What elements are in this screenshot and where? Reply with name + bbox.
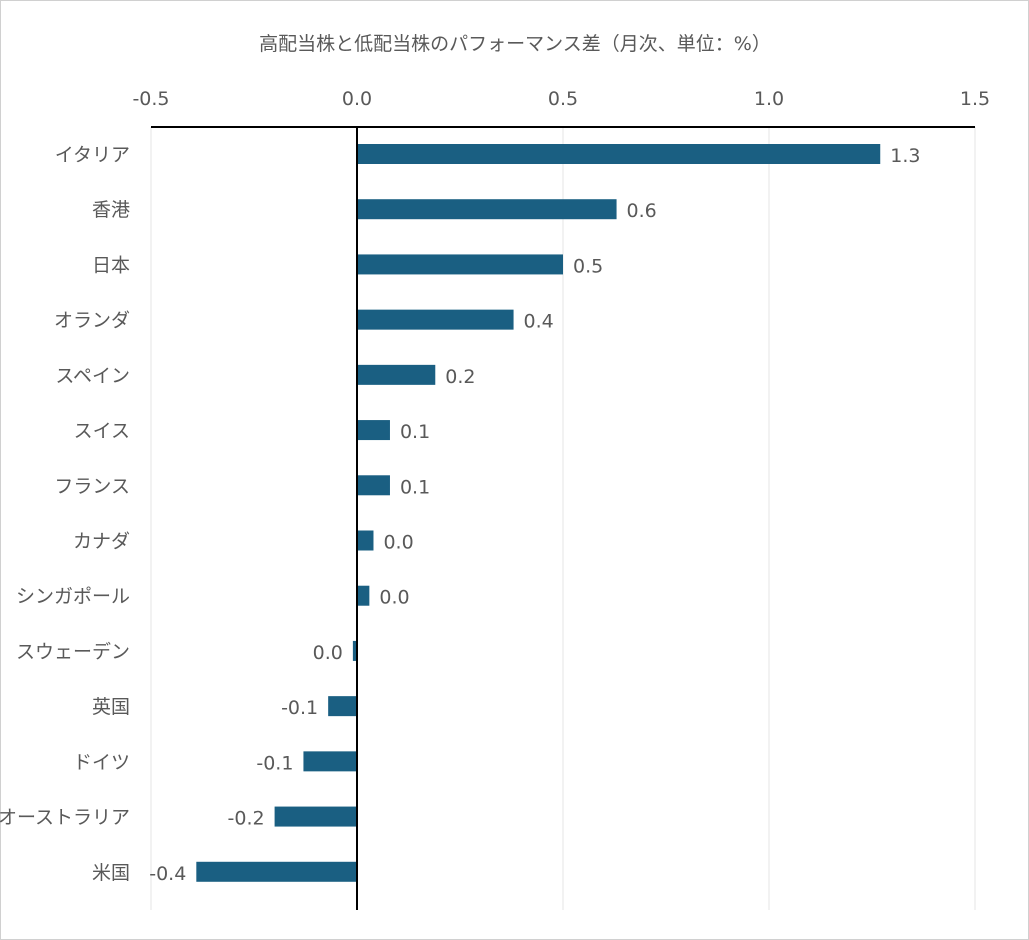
data-label: -0.1: [281, 697, 318, 719]
category-label: 香港: [92, 199, 130, 221]
bar: [357, 309, 514, 330]
x-tick-label: 0.5: [548, 88, 578, 110]
data-label: 0.0: [313, 642, 343, 664]
bar: [357, 585, 370, 606]
bar: [357, 530, 374, 551]
bar: [196, 861, 357, 882]
data-label: 0.6: [627, 200, 657, 222]
category-label: シンガポール: [16, 586, 130, 608]
data-label: 0.4: [524, 311, 554, 333]
data-label: 0.0: [383, 532, 413, 554]
category-label: フランス: [54, 475, 130, 497]
category-label: オーストラリア: [0, 807, 130, 829]
bar: [352, 640, 357, 661]
category-label: 英国: [92, 696, 130, 718]
data-label: 0.2: [445, 366, 475, 388]
category-label: イタリア: [55, 144, 130, 166]
data-label: -0.2: [228, 808, 265, 830]
x-tick-label: 1.0: [754, 88, 784, 110]
bar: [357, 144, 881, 164]
bar: [328, 696, 357, 717]
data-label: 0.0: [379, 587, 409, 609]
data-label: 0.5: [573, 255, 603, 277]
data-label: 0.1: [400, 476, 430, 498]
data-label: -0.1: [256, 752, 293, 774]
bar: [357, 364, 436, 385]
category-label: スウェーデン: [16, 641, 130, 663]
bar: [274, 806, 357, 827]
bar: [357, 199, 617, 220]
x-tick-label: 0.0: [342, 88, 372, 110]
category-label: スペイン: [55, 365, 130, 387]
category-label: 米国: [92, 862, 130, 884]
category-label: スイス: [74, 420, 130, 442]
x-tick-label: 1.5: [960, 88, 990, 110]
category-label: カナダ: [73, 531, 130, 553]
bar: [303, 751, 357, 772]
data-label: 0.1: [400, 421, 430, 443]
bar: [357, 475, 390, 496]
category-label: ドイツ: [73, 751, 130, 773]
category-label: 日本: [92, 254, 130, 276]
x-tick-label: -0.5: [132, 88, 169, 110]
category-label: オランダ: [54, 310, 130, 332]
bar: [357, 254, 563, 275]
bar: [357, 420, 390, 441]
data-label: 1.3: [890, 145, 920, 167]
chart-title: 高配当株と低配当株のパフォーマンス差（月次、単位：%）: [259, 33, 771, 55]
data-label: -0.4: [149, 863, 186, 885]
